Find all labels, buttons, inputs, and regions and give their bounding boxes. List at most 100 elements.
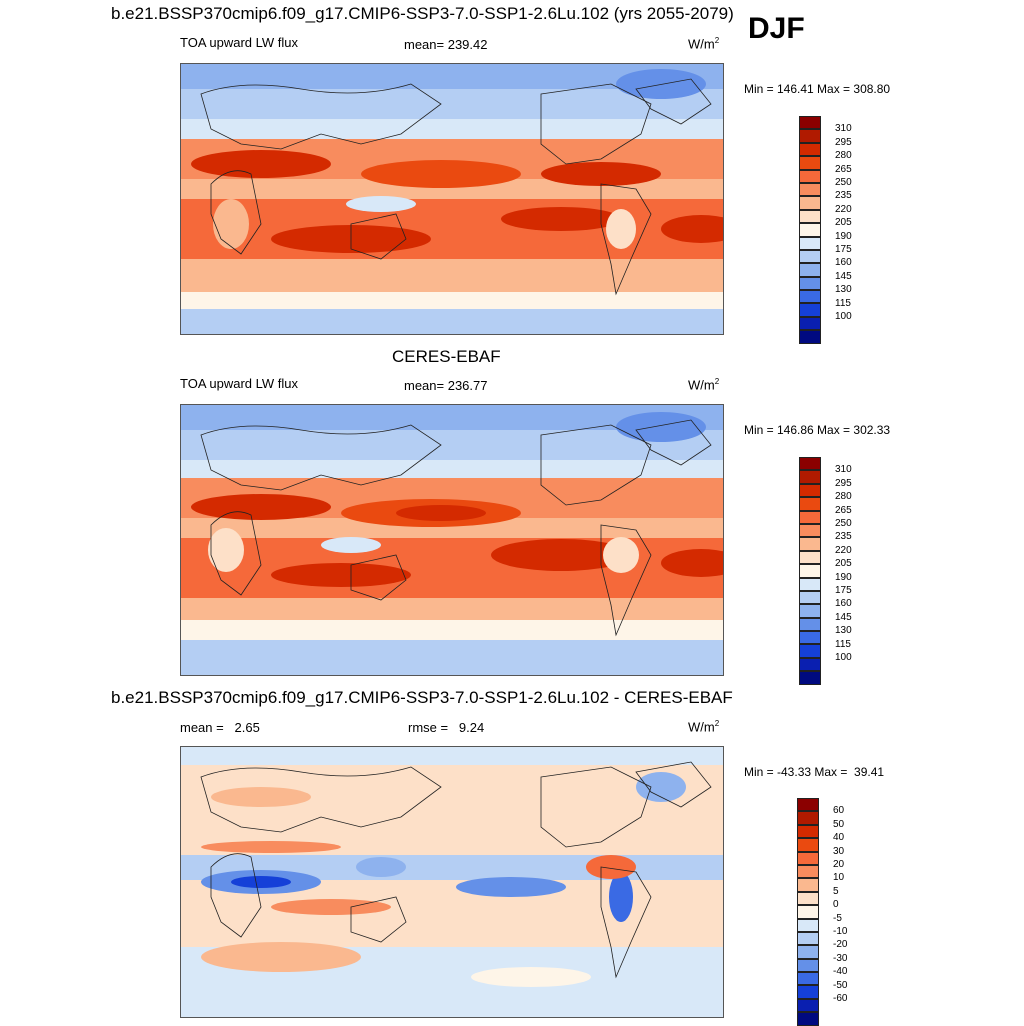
panel1-colorbar-tick: 115 [835, 297, 851, 309]
panel1-colorbar-tick: 235 [835, 190, 852, 202]
panel2-colorbar-swatch [799, 671, 821, 685]
panel3-colorbar-swatch [797, 945, 819, 959]
panel1-colorbar-swatch [799, 263, 821, 277]
panel2-colorbar-swatch [799, 577, 821, 591]
panel2-colorbar-tick: 295 [835, 477, 852, 489]
panel2-colorbar-swatch [799, 537, 821, 551]
panel2-colorbar-swatch [799, 564, 821, 578]
panel1-colorbar-swatch [799, 276, 821, 291]
panel3-colorbar-swatch [797, 985, 819, 999]
panel1-colorbar-tick: 100 [835, 311, 852, 322]
panel2-colorbar-swatch [799, 550, 821, 565]
figure-title: b.e21.BSSP370cmip6.f09_g17.CMIP6-SSP3-7.… [111, 4, 734, 23]
panel1-variable: TOA upward LW flux [180, 35, 299, 50]
panel2-colorbar-tick: 205 [835, 558, 852, 570]
panel1-colorbar-swatch [799, 330, 821, 344]
season-label: DJF [748, 12, 805, 45]
panel2-colorbar-swatch [799, 657, 821, 672]
panel1-colorbar-swatch [799, 182, 821, 197]
panel1-colorbar-tick: 205 [835, 217, 852, 229]
panel2-colorbar-swatch [799, 510, 821, 524]
panel1-colorbar-swatch [799, 316, 821, 331]
panel3-units-base: W/m [688, 719, 715, 735]
panel3-colorbar-tick: 0 [833, 899, 839, 911]
panel3-colorbar-tick: -30 [833, 952, 848, 964]
panel1-colorbar-tick: 220 [835, 203, 852, 215]
panel2-units: W/m2 [688, 377, 719, 392]
panel2-colorbar-tick: 115 [835, 638, 851, 650]
panel1-units-exp: 2 [714, 36, 720, 45]
panel2-colorbar-tick: 265 [835, 504, 852, 516]
panel1-colorbar-boxes [799, 116, 821, 344]
panel2-colorbar-tick: 280 [835, 491, 852, 503]
panel3-map [180, 746, 724, 1018]
panel2-colorbar-boxes [799, 457, 821, 685]
panel2-colorbar-swatch [799, 497, 821, 511]
panel1-colorbar-swatch [799, 236, 821, 250]
panel2-colorbar-tick: 220 [835, 544, 852, 556]
panel1-colorbar-tick: 310 [835, 123, 852, 135]
panel1-colorbar-tick: 190 [835, 230, 852, 242]
panel3-colorbar-swatch [797, 998, 819, 1013]
panel2-map-field [181, 405, 723, 675]
panel3-colorbar-tick: 60 [833, 805, 845, 817]
panel2-colorbar-swatch [799, 631, 821, 645]
panel2-colorbar-swatch [799, 523, 821, 538]
panel1-colorbar-tick: 250 [835, 177, 852, 188]
panel1-minmax: Min = 146.41 Max = 308.80 [744, 82, 891, 96]
panel2-colorbar-tick: 310 [835, 464, 852, 476]
panel2-colorbar-swatch [799, 617, 821, 632]
panel1-colorbar-swatch [799, 249, 821, 264]
panel2-units-exp: 2 [714, 377, 720, 386]
panel3-colorbar-swatch [797, 958, 819, 973]
panel3-colorbar-swatch [797, 838, 819, 852]
panel3-colorbar-tick: 50 [833, 818, 845, 830]
panel2-colorbar-tick: 250 [835, 518, 852, 529]
panel1-colorbar-swatch [799, 290, 821, 304]
panel1-colorbar-swatch [799, 303, 821, 317]
panel2-colorbar-swatch [799, 483, 821, 498]
panel1-map-field [181, 64, 723, 334]
panel3-colorbar-tick: 10 [833, 872, 845, 884]
panel2-colorbar-tick: 130 [835, 625, 852, 637]
panel2-colorbar-swatch [799, 590, 821, 605]
panel1-colorbar-swatch [799, 142, 821, 157]
panel2-units-base: W/m [688, 377, 715, 393]
panel3-colorbar-swatch [797, 811, 819, 825]
panel1-colorbar-tick: 280 [835, 150, 852, 162]
panel3-colorbar-swatch [797, 931, 819, 946]
panel3-colorbar-tick: -40 [833, 966, 848, 978]
panel3-colorbar-swatch [797, 918, 819, 932]
panel3-colorbar-swatch [797, 851, 819, 865]
panel1-colorbar-swatch [799, 223, 821, 237]
panel3-colorbar-swatch [797, 798, 819, 812]
panel2-map [180, 404, 724, 676]
panel2-minmax: Min = 146.86 Max = 302.33 [744, 423, 891, 437]
panel3-colorbar-boxes [797, 798, 819, 1026]
panel1-colorbar-tick: 145 [835, 270, 852, 282]
panel3-map-field [181, 747, 723, 1017]
panel3-minmax: Min = -43.33 Max = 39.41 [744, 765, 885, 779]
panel1-units-base: W/m [688, 36, 715, 52]
panel2-colorbar-swatch [799, 644, 821, 658]
panel2-colorbar-tick: 145 [835, 611, 852, 623]
panel3-colorbar-swatch [797, 905, 819, 919]
panel2-variable: TOA upward LW flux [180, 376, 299, 391]
panel3-colorbar-swatch [797, 891, 819, 906]
panel3-colorbar-swatch [797, 878, 819, 892]
panel3-colorbar-tick: 40 [833, 832, 845, 844]
panel1-colorbar-tick: 130 [835, 284, 852, 296]
panel1-map [180, 63, 724, 335]
panel3-colorbar-tick: -5 [833, 912, 842, 924]
panel2-colorbar-tick: 175 [835, 585, 852, 596]
panel3-colorbar-tick: 5 [833, 885, 839, 897]
panel3-colorbar-tick: -60 [833, 993, 848, 1004]
panel2-colorbar: 310 295 280 265 250 235 220 205 190 175 160 145 130 1… [799, 457, 852, 685]
panel3-mean: mean = 2.65 [180, 720, 260, 735]
panel2-colorbar-tick: 100 [835, 652, 852, 663]
panel3-colorbar-tick: -10 [833, 926, 848, 937]
panel1-colorbar-swatch [799, 169, 821, 183]
panel1-colorbar-swatch [799, 196, 821, 210]
panel3-units: W/m2 [688, 719, 719, 734]
panel3-colorbar-swatch [797, 824, 819, 839]
